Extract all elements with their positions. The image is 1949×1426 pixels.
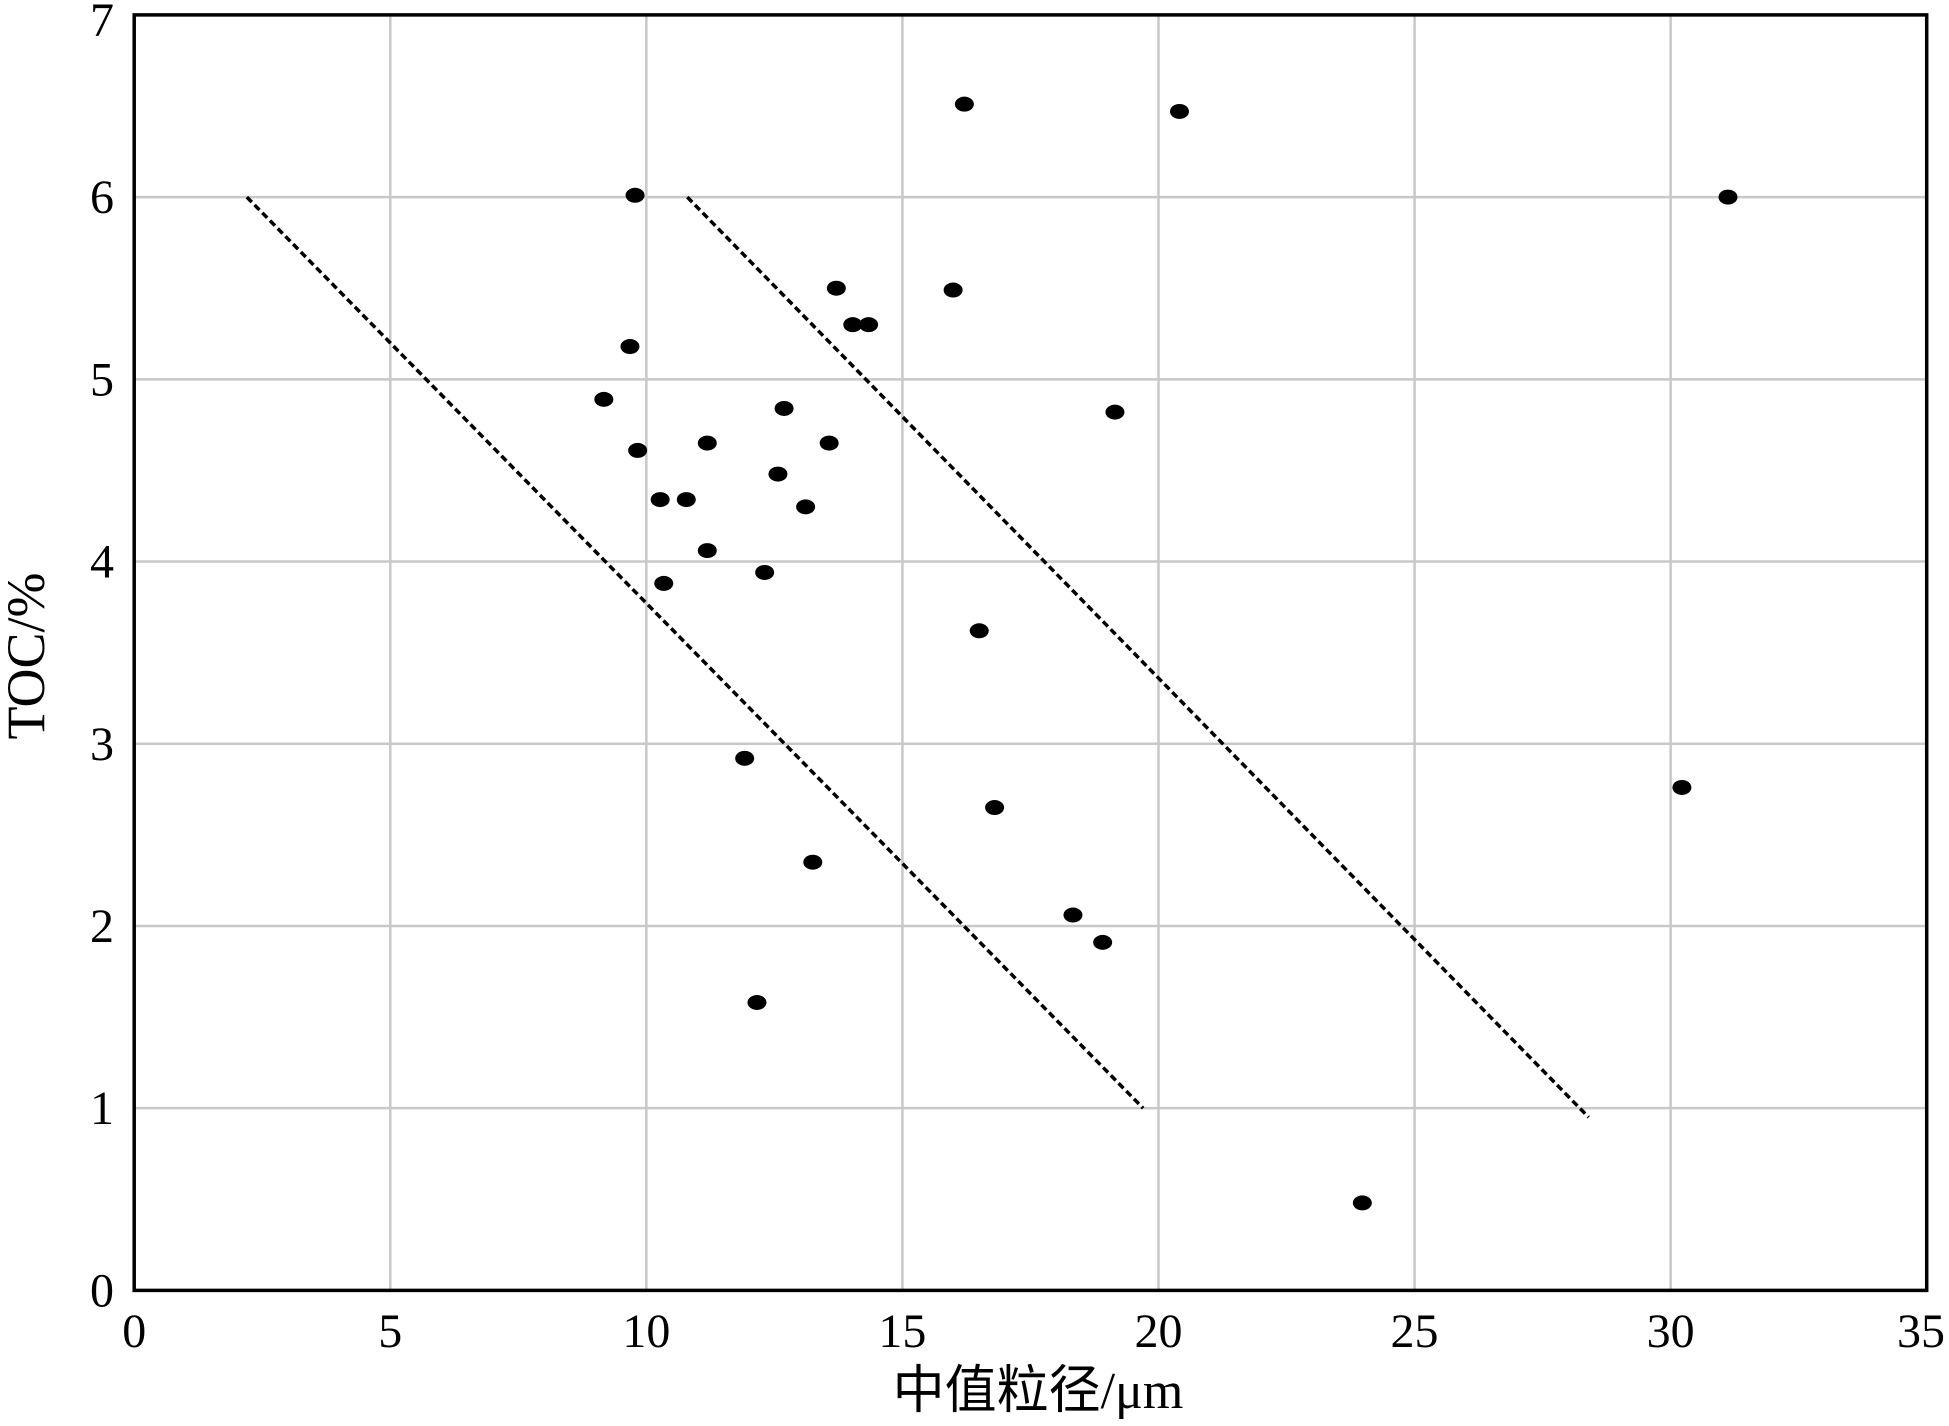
data-point bbox=[1093, 934, 1113, 950]
y-tick-label: 3 bbox=[90, 718, 114, 771]
x-tick-label: 35 bbox=[1897, 1305, 1945, 1358]
data-point bbox=[755, 564, 775, 580]
data-point bbox=[1169, 103, 1189, 119]
data-point bbox=[697, 435, 717, 451]
data-point bbox=[676, 492, 696, 508]
x-tick-label: 25 bbox=[1391, 1305, 1439, 1358]
data-point bbox=[826, 280, 846, 296]
reference-line bbox=[245, 195, 1145, 1110]
data-point bbox=[774, 400, 794, 416]
data-point bbox=[620, 339, 640, 355]
data-point bbox=[735, 750, 755, 766]
data-point bbox=[819, 435, 839, 451]
data-point bbox=[954, 96, 974, 112]
data-point bbox=[1063, 907, 1083, 923]
data-point bbox=[969, 623, 989, 639]
data-point bbox=[628, 442, 648, 458]
data-point bbox=[747, 995, 767, 1011]
data-point bbox=[768, 466, 788, 482]
data-point bbox=[697, 543, 717, 559]
x-tick-label: 20 bbox=[1134, 1305, 1182, 1358]
x-axis-label: 中值粒径/μm bbox=[893, 1363, 1184, 1420]
grid-lines bbox=[134, 14, 1927, 1291]
data-point bbox=[1352, 1195, 1372, 1211]
data-points bbox=[594, 96, 1738, 1211]
data-point bbox=[1105, 404, 1125, 420]
data-point bbox=[843, 317, 863, 333]
data-point bbox=[594, 391, 614, 407]
x-tick-label: 5 bbox=[378, 1305, 402, 1358]
data-point bbox=[859, 317, 879, 333]
x-tick-label: 30 bbox=[1647, 1305, 1695, 1358]
x-tick-label: 0 bbox=[122, 1305, 146, 1358]
y-axis-label: TOC/% bbox=[0, 572, 56, 739]
y-tick-label: 1 bbox=[90, 1082, 114, 1135]
y-tick-label: 6 bbox=[90, 171, 114, 224]
y-tick-label: 0 bbox=[90, 1264, 114, 1317]
data-point bbox=[1718, 189, 1738, 205]
y-tick-label: 2 bbox=[90, 900, 114, 953]
reference-lines bbox=[245, 195, 1590, 1119]
data-point bbox=[650, 492, 670, 508]
data-point bbox=[1672, 779, 1692, 795]
data-point bbox=[625, 187, 645, 203]
plot-frame bbox=[132, 13, 1929, 1293]
plot-frame-group bbox=[132, 13, 1929, 1293]
data-point bbox=[943, 282, 963, 298]
y-tick-label: 4 bbox=[90, 536, 114, 589]
x-tick-label: 10 bbox=[622, 1305, 670, 1358]
x-tick-labels: 0 5 10 15 20 25 30 35 bbox=[122, 1305, 1945, 1358]
data-point bbox=[803, 854, 823, 870]
y-tick-label: 5 bbox=[90, 353, 114, 406]
data-point bbox=[654, 575, 674, 591]
x-tick-label: 15 bbox=[878, 1305, 926, 1358]
data-point bbox=[985, 800, 1005, 816]
y-tick-labels: 0 1 2 3 4 5 6 7 bbox=[90, 0, 114, 1317]
data-point bbox=[796, 499, 816, 515]
y-tick-label: 7 bbox=[90, 0, 114, 47]
reference-line bbox=[686, 195, 1590, 1119]
